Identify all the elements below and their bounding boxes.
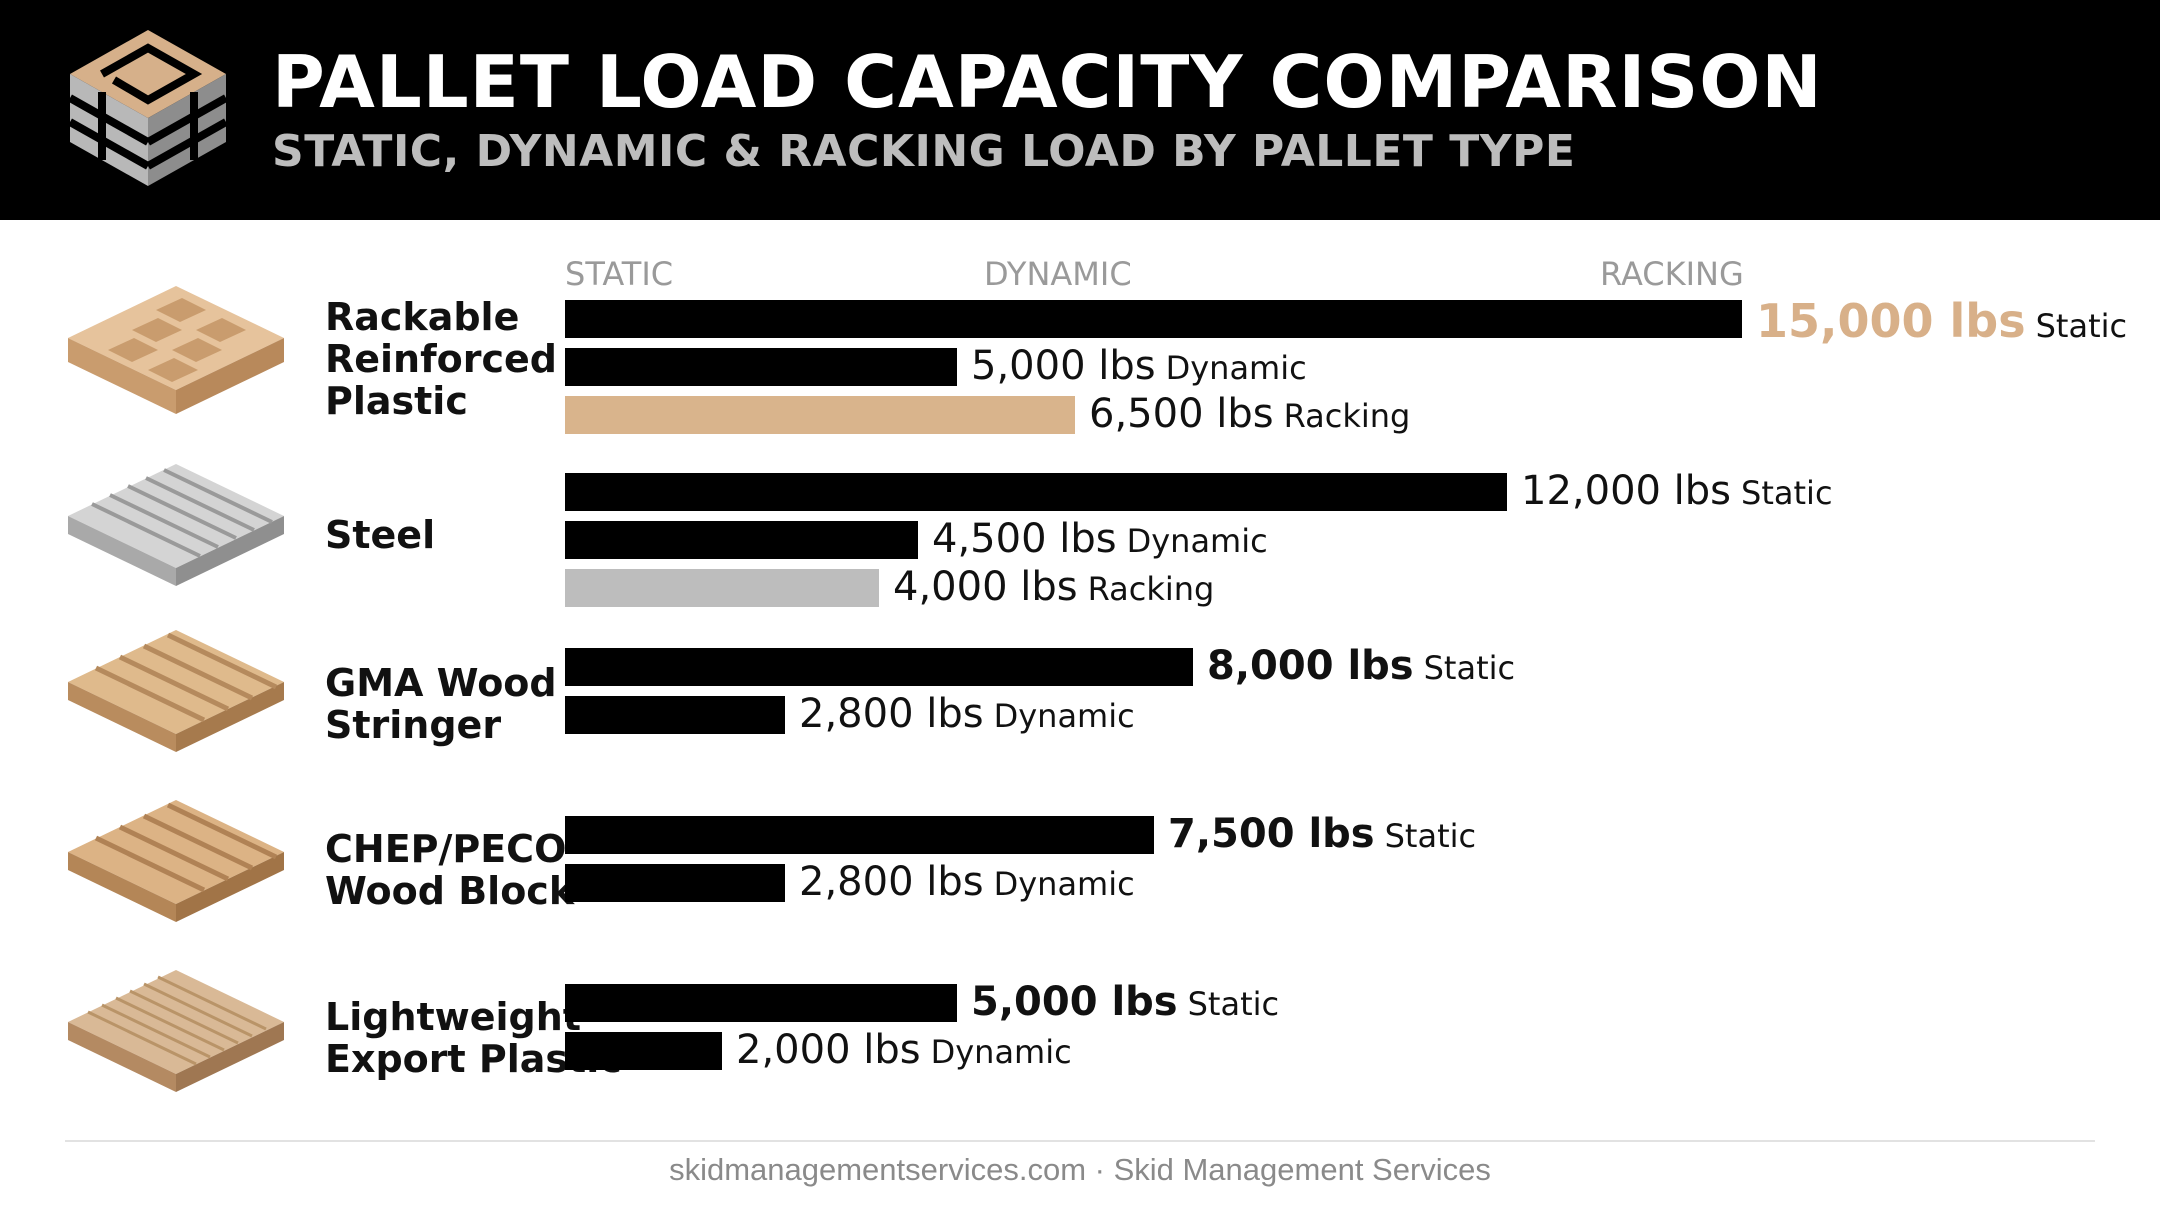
bar-label-rackable-reinforced-plastic-racking: 6,500 lbs Racking bbox=[1089, 391, 1411, 437]
header-banner: PALLET LOAD CAPACITY COMPARISON STATIC, … bbox=[0, 0, 2160, 220]
bar-lightweight-export-plastic-static bbox=[565, 984, 957, 1022]
bar-label-steel-static: 12,000 lbs Static bbox=[1521, 468, 1833, 514]
gma-wood-pallet-icon bbox=[68, 630, 284, 752]
chep-wood-block-pallet-icon bbox=[68, 800, 284, 922]
export-plastic-pallet-icon bbox=[68, 970, 284, 1092]
bar-rackable-reinforced-plastic-dynamic bbox=[565, 348, 957, 386]
bar-label-gma-wood-stringer-dynamic: 2,800 lbs Dynamic bbox=[799, 691, 1135, 737]
bar-label-gma-wood-stringer-static: 8,000 lbs Static bbox=[1207, 643, 1516, 689]
footer-divider bbox=[65, 1140, 2095, 1142]
footer-credit: skidmanagementservices.com · Skid Manage… bbox=[669, 1152, 1491, 1187]
bar-rackable-reinforced-plastic-static bbox=[565, 300, 1742, 338]
bar-label-rackable-reinforced-plastic-static: 15,000 lbs Static bbox=[1756, 294, 2128, 348]
page-subtitle: STATIC, DYNAMIC & RACKING LOAD BY PALLET… bbox=[272, 126, 1576, 177]
page-title: PALLET LOAD CAPACITY COMPARISON bbox=[272, 40, 1823, 124]
steel-pallet-icon bbox=[68, 464, 284, 586]
load-capacity-chart: STATIC DYNAMIC RACKING bbox=[0, 220, 2160, 1120]
bar-steel-racking bbox=[565, 569, 879, 607]
bar-label-steel-dynamic: 4,500 lbs Dynamic bbox=[932, 516, 1268, 562]
bar-label-rackable-reinforced-plastic-dynamic: 5,000 lbs Dynamic bbox=[971, 343, 1307, 389]
category-label-chep-peco: CHEP/PECO Wood Block bbox=[325, 827, 575, 913]
bar-gma-wood-stringer-static bbox=[565, 648, 1193, 686]
bar-label-steel-racking: 4,000 lbs Racking bbox=[893, 564, 1215, 610]
category-label-rackable-plastic: Rackable Reinforced Plastic bbox=[325, 295, 557, 423]
category-label-gma-wood: GMA Wood Stringer bbox=[325, 661, 557, 747]
bar-label-lightweight-export-plastic-dynamic: 2,000 lbs Dynamic bbox=[736, 1027, 1072, 1073]
bar-label-chep-peco-wood-block-dynamic: 2,800 lbs Dynamic bbox=[799, 859, 1135, 905]
bar-lightweight-export-plastic-dynamic bbox=[565, 1032, 722, 1070]
bar-rackable-reinforced-plastic-racking bbox=[565, 396, 1075, 434]
bar-label-chep-peco-wood-block-static: 7,500 lbs Static bbox=[1168, 811, 1477, 857]
rackable-plastic-pallet-icon bbox=[68, 286, 284, 414]
bar-gma-wood-stringer-dynamic bbox=[565, 696, 785, 734]
category-label-steel: Steel bbox=[325, 513, 436, 557]
column-header-racking: RACKING bbox=[1600, 255, 1744, 293]
bar-chep-peco-wood-block-dynamic bbox=[565, 864, 785, 902]
bar-label-lightweight-export-plastic-static: 5,000 lbs Static bbox=[971, 979, 1280, 1025]
column-header-dynamic: DYNAMIC bbox=[984, 255, 1132, 293]
bar-steel-dynamic bbox=[565, 521, 918, 559]
pallet-logo-icon bbox=[68, 30, 228, 186]
bar-steel-static bbox=[565, 473, 1507, 511]
bar-chep-peco-wood-block-static bbox=[565, 816, 1154, 854]
column-header-static: STATIC bbox=[565, 255, 674, 293]
